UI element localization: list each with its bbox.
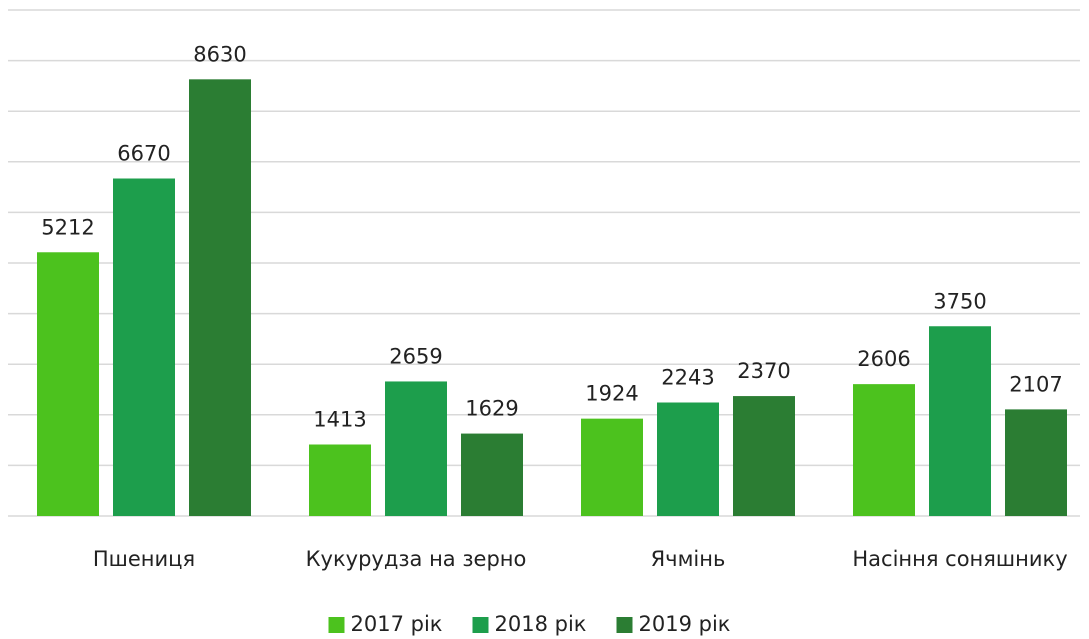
data-label: 1924 — [585, 382, 638, 406]
data-label: 2606 — [857, 347, 910, 371]
bar — [461, 433, 523, 516]
bar — [37, 252, 99, 516]
x-tick-label: Насіння соняшнику — [852, 547, 1067, 571]
data-label: 6670 — [117, 141, 170, 165]
x-tick-label: Кукурудза на зерно — [306, 547, 527, 571]
bar — [385, 381, 447, 516]
legend-label: 2017 рік — [351, 612, 443, 636]
data-label: 1413 — [313, 408, 366, 432]
data-label: 8630 — [193, 42, 246, 66]
bar — [189, 79, 251, 517]
data-label: 5212 — [41, 215, 94, 239]
data-label: 2370 — [737, 359, 790, 383]
legend-swatch — [616, 617, 633, 633]
x-tick-label: Ячмінь — [651, 547, 726, 571]
bar — [929, 326, 991, 516]
bar — [1005, 409, 1067, 516]
data-label: 2659 — [389, 344, 442, 368]
data-label: 3750 — [933, 289, 986, 313]
bar — [853, 384, 915, 516]
bar — [113, 178, 175, 517]
data-label: 2107 — [1009, 372, 1062, 396]
data-label: 1629 — [465, 397, 518, 421]
bar — [309, 444, 371, 516]
bar — [657, 402, 719, 516]
legend-label: 2019 рік — [639, 612, 731, 636]
legend-swatch — [472, 617, 489, 633]
x-tick-label: Пшениця — [93, 547, 195, 571]
bar — [733, 396, 795, 516]
legend-label: 2018 рік — [495, 612, 587, 636]
legend-swatch — [328, 617, 345, 633]
data-label: 2243 — [661, 366, 714, 390]
bar — [581, 418, 643, 516]
